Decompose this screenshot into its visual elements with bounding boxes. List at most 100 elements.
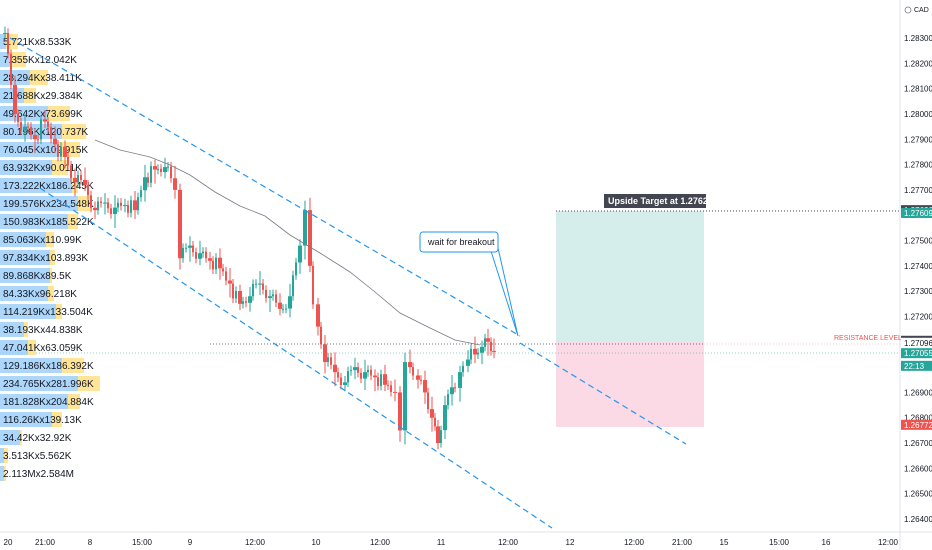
- alert-icon[interactable]: [904, 6, 912, 14]
- candle-body: [185, 247, 187, 249]
- candle-body: [477, 352, 479, 355]
- candle-body: [192, 245, 194, 253]
- callout-box: [419, 231, 499, 253]
- candle-body: [63, 146, 67, 157]
- candle-body: [17, 113, 19, 123]
- y-tick-label: 1.28300: [904, 34, 932, 43]
- candle-body: [412, 367, 414, 376]
- price-tag-label: 1.27055: [904, 349, 932, 358]
- candle-body: [242, 301, 244, 304]
- candle-body: [447, 394, 449, 406]
- channel-lower-line[interactable]: [39, 187, 553, 529]
- target-label-box: [604, 194, 706, 208]
- x-tick-label: 10: [312, 538, 321, 547]
- vp-label: 89.868Kx89.5K: [3, 271, 72, 282]
- candle-body: [127, 205, 129, 213]
- projection-line[interactable]: [519, 342, 687, 445]
- plot-area[interactable]: [0, 0, 900, 532]
- candle-body: [295, 262, 297, 276]
- x-tick-label: 20: [4, 538, 13, 547]
- vp-label: 114.219Kx133.504K: [3, 307, 93, 318]
- y-tick-label: 1.27500: [904, 237, 932, 246]
- candle-body: [208, 258, 212, 261]
- candle-body: [383, 374, 387, 385]
- candle-body: [167, 166, 169, 168]
- price-axis[interactable]: [900, 0, 932, 550]
- candle-body: [3, 32, 7, 34]
- candle-body: [33, 135, 37, 140]
- vp-buy-bar: [0, 466, 4, 481]
- candle-body: [163, 167, 167, 173]
- y-tick-label: 1.26900: [904, 388, 932, 397]
- candle-body: [340, 377, 342, 385]
- candle-body: [454, 387, 456, 389]
- candle-body: [377, 377, 379, 386]
- candle-body: [137, 197, 139, 211]
- channel-upper-line[interactable]: [9, 37, 521, 337]
- candle-body: [150, 166, 152, 183]
- candle-body: [484, 338, 486, 347]
- x-tick-label: 16: [822, 538, 831, 547]
- candle-body: [408, 362, 412, 368]
- candle-body: [252, 283, 254, 297]
- candle-body: [470, 348, 472, 360]
- x-tick-label: 12: [566, 538, 575, 547]
- candle-body: [262, 283, 264, 290]
- candle-body: [316, 304, 320, 327]
- vp-sell-bar: [28, 340, 36, 355]
- candle-body: [37, 139, 39, 141]
- y-tick-label: 1.27200: [904, 312, 932, 321]
- vp-label: 116.26Kx139.13K: [3, 415, 82, 426]
- candle-body: [198, 253, 202, 259]
- candle-body: [265, 289, 267, 299]
- y-tick-label: 1.26400: [904, 515, 932, 524]
- vp-label: 2.113Mx2.584M: [3, 469, 74, 480]
- candle-body: [337, 372, 339, 378]
- vp-sell-bar: [10, 52, 26, 67]
- candle-body: [423, 380, 427, 393]
- vp-label: 47.041Kx63.059K: [3, 343, 83, 354]
- candle-body: [178, 189, 182, 259]
- candle-body: [398, 392, 402, 431]
- candle-body: [393, 391, 397, 393]
- candle-body: [225, 271, 227, 281]
- target-zone[interactable]: [556, 211, 704, 342]
- candle-body: [298, 245, 302, 263]
- candle-body: [458, 372, 462, 388]
- vp-label: 63.932Kx90.011K: [3, 163, 82, 174]
- candle-body: [23, 126, 27, 131]
- candle-body: [40, 119, 42, 140]
- vp-sell-bar: [78, 376, 100, 391]
- stop-zone[interactable]: [556, 342, 704, 427]
- vp-sell-bar: [68, 214, 78, 229]
- candle-body: [367, 369, 369, 373]
- candle-body: [123, 205, 127, 207]
- candle-body: [205, 251, 207, 259]
- vp-sell-bar: [50, 250, 55, 265]
- y-tick-label: 1.26500: [904, 490, 932, 499]
- candle-body: [343, 382, 347, 385]
- x-tick-label: 15:00: [769, 538, 790, 547]
- candle-body: [380, 374, 382, 386]
- candle-body: [303, 210, 307, 246]
- target-label[interactable]: Upside Target at 1.2762: [604, 194, 708, 208]
- vp-label: 3.513Kx5.562K: [3, 451, 72, 462]
- x-tick-label: 9: [188, 538, 193, 547]
- candle-body: [353, 367, 357, 371]
- x-tick-label: 12:00: [878, 538, 899, 547]
- x-tick-label: 12:00: [624, 538, 645, 547]
- vp-sell-bar: [20, 430, 22, 445]
- vp-buy-bar: [0, 178, 72, 193]
- vp-buy-bar: [0, 322, 24, 337]
- x-tick-label: 21:00: [35, 538, 56, 547]
- candle-body: [27, 126, 29, 128]
- candle-body: [416, 375, 420, 380]
- candle-body: [100, 201, 102, 204]
- vp-label: 84.33Kx96.218K: [3, 289, 77, 300]
- candle-body: [320, 326, 322, 345]
- candle-body: [113, 207, 117, 215]
- vp-buy-bar: [0, 286, 48, 301]
- y-tick-label: 1.28000: [904, 110, 932, 119]
- callout[interactable]: wait for breakout: [419, 231, 519, 337]
